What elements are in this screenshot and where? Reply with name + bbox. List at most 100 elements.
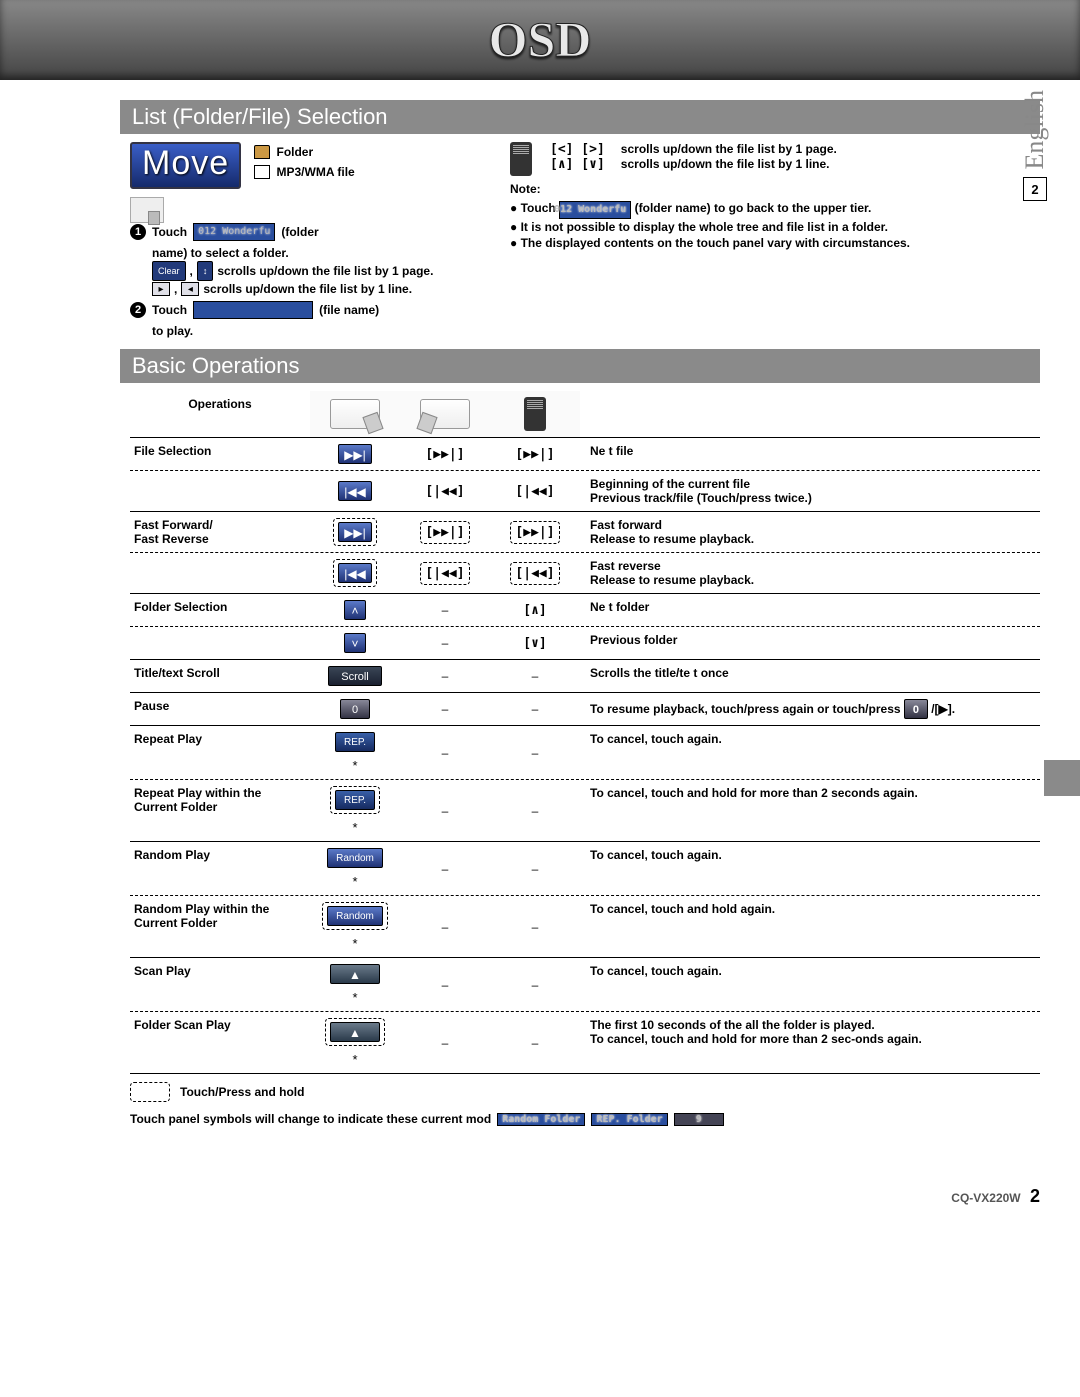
pause-button[interactable]: 0 (340, 699, 370, 719)
footer-page: 2 (1030, 1186, 1040, 1206)
dash: – (442, 702, 449, 716)
repeat-folder-button[interactable]: REP. (335, 790, 375, 810)
dash: – (532, 862, 539, 876)
footnote-9: 9 (674, 1113, 724, 1126)
folder-scan-desc: The first 10 seconds of the all the fold… (580, 1012, 1040, 1073)
note1-b: (folder name) to go back to the upper ti… (635, 201, 872, 215)
legend-folder: Folder (276, 142, 313, 162)
language-tab: English 2 (1020, 90, 1050, 201)
prev-file-key-panel: [|◀◀] (425, 484, 464, 499)
folder-down-button[interactable]: ˅ (344, 633, 366, 653)
operations-table: Operations File Selection ▶▶| [▶▶|] [▶▶|… (130, 391, 1040, 1074)
footnote-text: Touch panel symbols will change to indic… (130, 1112, 491, 1126)
note-title: Note: (510, 182, 1040, 196)
dash: – (532, 920, 539, 934)
step2-a: Touch (152, 302, 187, 318)
note-block: Note: Touch 012 Wonderfu (folder name) t… (510, 182, 1040, 251)
note3: The displayed contents on the touch pane… (510, 235, 1040, 251)
dash: – (532, 702, 539, 716)
repeat-button[interactable]: REP. (335, 732, 375, 752)
random-folder-button[interactable]: Random (327, 906, 383, 926)
dash: – (442, 636, 449, 650)
grey-side-tab (1044, 760, 1080, 796)
row-ff-fr: Fast Forward/ Fast Reverse (130, 512, 310, 552)
section-basic-ops: Basic Operations (120, 349, 1040, 383)
folder-up-button[interactable]: ˄ (344, 600, 366, 620)
scan-button[interactable]: ▲ (330, 964, 380, 984)
random-button[interactable]: Random (327, 848, 383, 868)
dash: – (532, 746, 539, 760)
scroll-button[interactable]: Scroll (328, 666, 382, 686)
ff-button[interactable]: ▶▶| (338, 522, 372, 542)
row-repeat-folder: Repeat Play within the Current Folder (130, 780, 310, 841)
left-arrow-button[interactable]: ◂ (181, 282, 199, 296)
step1-c: name) to select a folder. (152, 245, 289, 261)
remote-ud-desc: scrolls up/down the file list by 1 line. (621, 157, 830, 172)
row-scan: Scan Play (130, 958, 310, 1011)
prev-folder-desc: Previous folder (580, 627, 1040, 659)
remote-icon (510, 142, 532, 176)
folder-up-key: [∧] (523, 603, 546, 618)
dash: – (442, 669, 449, 683)
touch-panel-icon (330, 399, 380, 429)
page-scroll-button[interactable]: ↕ (197, 261, 214, 281)
dash: – (442, 804, 449, 818)
remote-lr-keys: [<] [>] (550, 142, 605, 157)
dash: – (532, 978, 539, 992)
ff-desc: Fast forward Release to resume playback. (580, 512, 1040, 552)
legend-hold-text: Touch/Press and hold (180, 1085, 304, 1099)
step-2-icon: 2 (130, 302, 146, 318)
next-file-key-remote: [▶▶|] (515, 447, 554, 462)
dash: – (442, 746, 449, 760)
page-section-number: 2 (1023, 177, 1047, 201)
dash: – (532, 804, 539, 818)
row-folder-scan: Folder Scan Play (130, 1012, 310, 1073)
footnote-random-folder: Random Folder (497, 1113, 585, 1126)
scroll-line-desc: scrolls up/down the file list by 1 line. (203, 281, 412, 297)
remote-lr-desc: scrolls up/down the file list by 1 page. (621, 142, 837, 157)
move-badge: Move (130, 142, 241, 189)
footnote: Touch panel symbols will change to indic… (130, 1112, 1040, 1126)
repeat-folder-desc: To cancel, touch and hold for more than … (580, 780, 1040, 841)
footer-model: CQ-VX220W (951, 1191, 1020, 1205)
folder-down-key: [∨] (523, 636, 546, 651)
row-folder-selection: Folder Selection (130, 594, 310, 626)
row-random: Random Play (130, 842, 310, 895)
next-file-button[interactable]: ▶▶| (338, 444, 372, 464)
osd-logo: OSD (390, 10, 690, 70)
fr-key-remote: [|◀◀] (515, 566, 554, 581)
fr-button[interactable]: |◀◀ (338, 563, 372, 583)
scroll-page-desc: scrolls up/down the file list by 1 page. (217, 263, 433, 279)
ff-key-remote: [▶▶|] (515, 525, 554, 540)
language-label: English (1020, 90, 1050, 169)
ff-key-panel: [▶▶|] (425, 525, 464, 540)
repeat-desc: To cancel, touch again. (580, 726, 1040, 779)
prev-file-desc: Beginning of the current file Previous t… (580, 471, 1040, 511)
note-folder-tag[interactable]: 012 Wonderfu (559, 201, 631, 219)
folder-scan-button[interactable]: ▲ (330, 1022, 380, 1042)
row-random-folder: Random Play within the Current Folder (130, 896, 310, 957)
step2-c: to play. (152, 323, 193, 339)
pause-inline-button[interactable]: 0 (904, 699, 928, 719)
step-1-icon: 1 (130, 224, 146, 240)
prev-file-button[interactable]: |◀◀ (338, 481, 372, 501)
clear-button[interactable]: Clear (152, 261, 186, 281)
legend-file: MP3/WMA file (276, 162, 354, 182)
dash: – (442, 920, 449, 934)
dash: – (442, 862, 449, 876)
next-file-desc: Ne t file (580, 438, 1040, 470)
fr-desc: Fast reverse Release to resume playback. (580, 553, 1040, 593)
step2-b: (file name) (319, 302, 379, 318)
folder-name-tag[interactable]: 012 Wonderfu (193, 223, 275, 241)
dash: – (442, 978, 449, 992)
row-pause: Pause (130, 693, 310, 725)
random-desc: To cancel, touch again. (580, 842, 1040, 895)
prev-file-key-remote: [|◀◀] (515, 484, 554, 499)
svg-text:OSD: OSD (489, 11, 592, 67)
right-arrow-button[interactable]: ▸ (152, 282, 170, 296)
file-name-tag[interactable] (193, 301, 313, 319)
remote-ud-keys: [∧] [∨] (550, 157, 605, 172)
row-title-scroll: Title/text Scroll (130, 660, 310, 692)
pause-desc-a: To resume playback, touch/press again or… (590, 702, 901, 716)
page-footer: CQ-VX220W 2 (0, 1156, 1080, 1227)
